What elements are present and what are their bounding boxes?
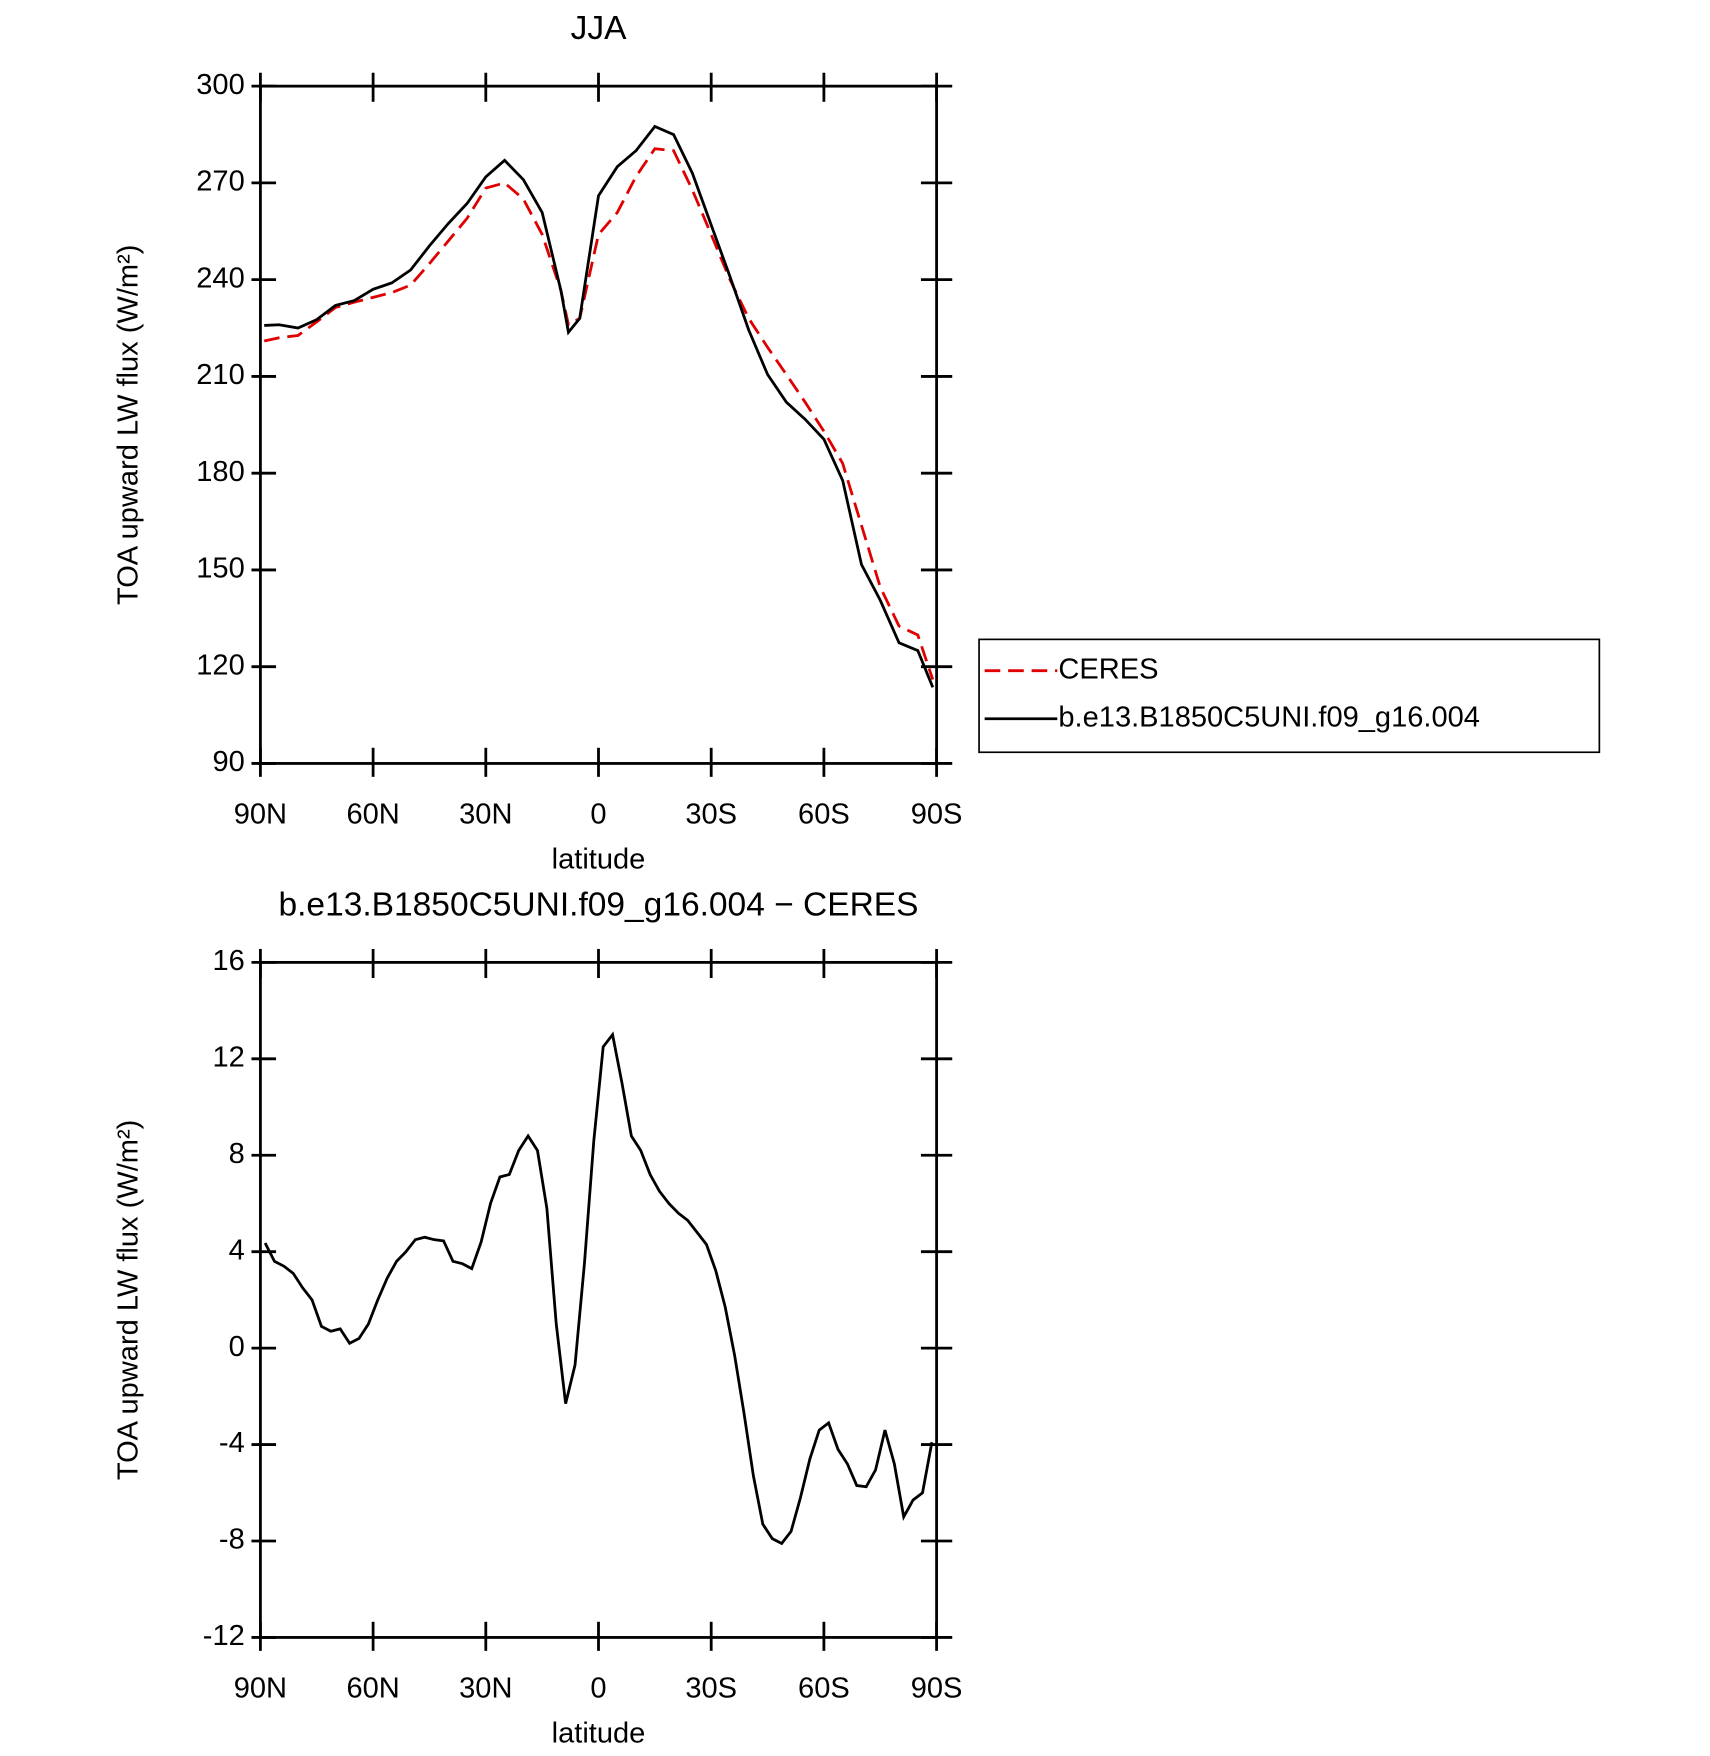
x-tick-label: 90N bbox=[234, 1673, 287, 1705]
x-tick-label: 90S bbox=[911, 1673, 963, 1705]
y-tick-label: -4 bbox=[219, 1427, 245, 1459]
x-tick-label: 90N bbox=[234, 799, 287, 831]
y-tick-label: 210 bbox=[196, 359, 244, 391]
data-line bbox=[263, 147, 935, 681]
data-line bbox=[264, 124, 935, 688]
y-tick-label: 270 bbox=[196, 166, 244, 198]
plot: b.e13.B1850C5UNI.f09_g16.004 − CERES -12 -… bbox=[112, 886, 962, 1749]
plot: JJA 90 120 150 180 210 240 270 300 90N 60N 30N 0 30S 6… bbox=[112, 10, 1601, 875]
legend-label: b.e13.B1850C5UNI.f09_g16.004 bbox=[1058, 701, 1480, 733]
x-tick-label: 30S bbox=[685, 799, 737, 831]
plot-frame bbox=[259, 960, 938, 1639]
y-tick-label: 150 bbox=[196, 553, 244, 585]
x-tick-label: 30N bbox=[459, 799, 512, 831]
x-axis-label: latitude bbox=[552, 1717, 646, 1749]
x-tick-label: 60N bbox=[346, 1673, 399, 1705]
chart-title: JJA bbox=[571, 10, 628, 47]
data-line bbox=[263, 1031, 934, 1546]
y-tick-label: 90 bbox=[212, 746, 244, 778]
y-axis-label: TOA upward LW flux (W/m²) bbox=[112, 245, 144, 605]
chart-title: b.e13.B1850C5UNI.f09_g16.004 − CERES bbox=[278, 886, 918, 923]
x-tick-label: 60S bbox=[798, 1673, 850, 1705]
y-tick-label: 0 bbox=[229, 1331, 245, 1363]
y-tick-label: 12 bbox=[212, 1041, 244, 1073]
y-tick-label: 180 bbox=[196, 456, 244, 488]
y-tick-label: 4 bbox=[229, 1234, 245, 1266]
y-tick-label: 16 bbox=[212, 945, 244, 977]
plot-frame bbox=[259, 84, 938, 765]
y-tick-label: -8 bbox=[219, 1524, 245, 1556]
y-tick-label: -12 bbox=[203, 1620, 245, 1652]
y-tick-label: 8 bbox=[229, 1138, 245, 1170]
x-tick-label: 30N bbox=[459, 1673, 512, 1705]
x-axis-label: latitude bbox=[552, 843, 646, 875]
x-tick-label: 60N bbox=[346, 799, 399, 831]
x-tick-label: 30S bbox=[685, 1673, 737, 1705]
legend-label: CERES bbox=[1058, 653, 1158, 685]
x-tick-label: 60S bbox=[798, 799, 850, 831]
y-tick-label: 240 bbox=[196, 262, 244, 294]
legend-box bbox=[978, 638, 1601, 754]
y-tick-label: 300 bbox=[196, 69, 244, 101]
y-tick-label: 120 bbox=[196, 649, 244, 681]
x-tick-label: 0 bbox=[590, 1673, 606, 1705]
x-tick-label: 90S bbox=[911, 799, 963, 831]
y-axis-label: TOA upward LW flux (W/m²) bbox=[112, 1120, 144, 1480]
x-tick-label: 0 bbox=[590, 799, 606, 831]
